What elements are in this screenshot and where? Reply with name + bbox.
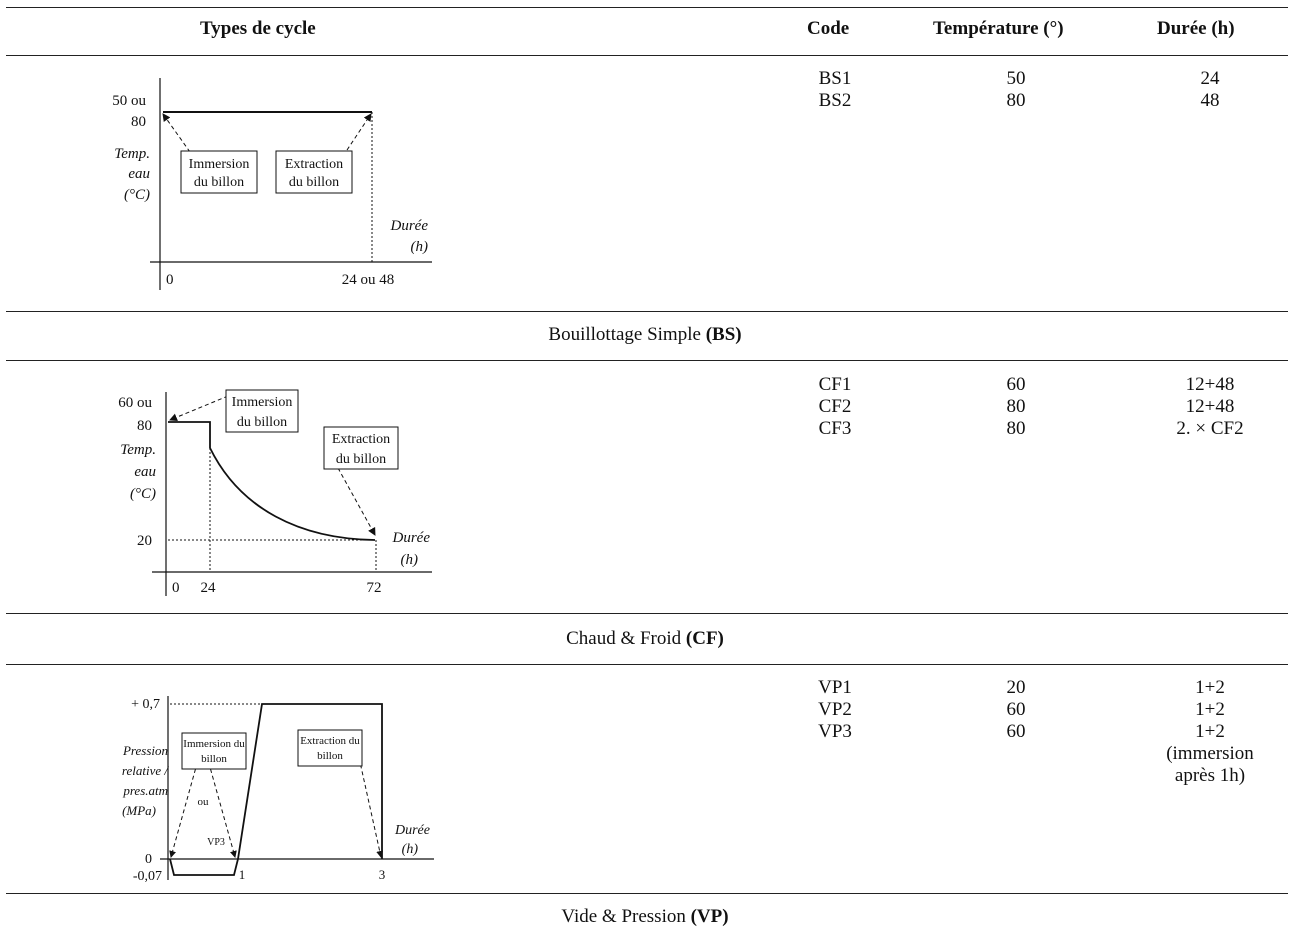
section-caption-bs: Bouillottage Simple (BS) <box>548 324 742 345</box>
duree-value: 24 <box>1200 68 1220 89</box>
duree-cell: 12+48 12+48 2. × CF2 <box>1150 374 1270 440</box>
temp-value: 80 <box>1006 90 1026 111</box>
x-axis-label: Durée <box>394 823 430 838</box>
y-axis-label: relative / <box>122 763 169 778</box>
y-top-label: + 0,7 <box>131 697 160 712</box>
immersion-box-label: du billon <box>194 175 244 190</box>
x-tick-label: 24 ou 48 <box>342 272 395 288</box>
temp-value: 20 <box>1006 677 1026 698</box>
extraction-box-label: Extraction <box>285 157 343 172</box>
y-axis-label: (MPa) <box>122 803 156 818</box>
section-rule <box>6 893 1288 894</box>
header-types: Types de cycle <box>200 18 316 39</box>
code-cell: CF1 CF2 CF3 <box>795 374 875 440</box>
vp-cycle-diagram: Immersion du billon Extraction du billon… <box>122 696 434 884</box>
temp-value: 60 <box>1006 721 1026 742</box>
temp-value: 50 <box>1006 68 1026 89</box>
header-code: Code <box>807 18 850 39</box>
bs-cycle-diagram: Immersion du billon Extraction du billon… <box>112 78 432 290</box>
x-axis-label: Durée <box>392 530 431 546</box>
temp-cell: 50 80 <box>976 68 1056 112</box>
x-tick-label: 0 <box>166 272 174 288</box>
duree-note: après 1h) <box>1174 765 1246 786</box>
y-neg-label: -0,07 <box>133 869 162 884</box>
y-low-label: 20 <box>137 533 152 549</box>
duree-value: 48 <box>1200 90 1220 111</box>
duree-value: 2. × CF2 <box>1176 418 1244 439</box>
immersion-box-label: billon <box>201 753 227 765</box>
header-rule <box>6 55 1288 56</box>
x-tick-label: 24 <box>201 580 217 596</box>
code-cell: BS1 BS2 <box>795 68 875 112</box>
top-rule <box>6 7 1288 8</box>
y-top-label: 80 <box>131 114 146 130</box>
ou-label: ou <box>198 796 210 808</box>
y-axis-label: pres.atm <box>122 783 168 798</box>
code-value: CF2 <box>818 396 852 417</box>
extraction-box-label: Extraction <box>332 432 390 447</box>
temp-value: 80 <box>1006 418 1026 439</box>
y-top-label: 80 <box>137 418 152 434</box>
duree-value: 1+2 <box>1195 677 1225 698</box>
extraction-box-label: du billon <box>289 175 339 190</box>
duree-value: 1+2 <box>1195 721 1225 742</box>
temp-cell: 20 60 60 <box>976 677 1056 743</box>
x-tick-label: 0 <box>172 580 180 596</box>
immersion-box-label: du billon <box>237 415 287 430</box>
y-top-label: 50 ou <box>112 93 146 109</box>
code-cell: VP1 VP2 VP3 <box>795 677 875 743</box>
y-axis-label: eau <box>134 464 156 480</box>
temp-cell: 60 80 80 <box>976 374 1056 440</box>
x-tick-label: 72 <box>367 580 382 596</box>
y-zero-label: 0 <box>145 852 152 867</box>
immersion-box-label: Immersion <box>189 157 250 172</box>
y-axis-label: Temp. <box>120 442 156 458</box>
section-caption-vp: Vide & Pression (VP) <box>561 906 729 927</box>
vp3-label: VP3 <box>207 837 225 848</box>
section-rule <box>6 613 1288 614</box>
x-tick-label: 3 <box>379 867 386 882</box>
temp-value: 60 <box>1006 699 1026 720</box>
cf-cycle-diagram: Immersion du billon Extraction du billon… <box>118 389 432 596</box>
code-value: CF3 <box>818 418 852 439</box>
immersion-box-label: Immersion <box>232 395 293 410</box>
code-value: CF1 <box>818 374 852 395</box>
y-axis-label: Pression <box>122 743 168 758</box>
x-axis-label: (h) <box>401 552 419 568</box>
y-axis-label: (°C) <box>124 187 150 203</box>
y-axis-label: (°C) <box>130 486 156 502</box>
immersion-box-label: Immersion du <box>183 738 245 750</box>
duree-value: 12+48 <box>1185 374 1235 395</box>
temp-value: 60 <box>1006 374 1026 395</box>
x-axis-label: Durée <box>390 218 429 234</box>
x-tick-label: 1 <box>239 867 246 882</box>
code-value: BS2 <box>818 90 852 111</box>
header-temperature: Température (°) <box>933 18 1064 39</box>
section-rule <box>6 664 1288 665</box>
duree-note: (immersion <box>1166 743 1254 764</box>
duree-value: 1+2 <box>1195 699 1225 720</box>
section-caption-cf: Chaud & Froid (CF) <box>566 628 724 649</box>
extraction-box-label: du billon <box>336 452 386 467</box>
code-value: BS1 <box>818 68 852 89</box>
x-axis-label: (h) <box>402 842 419 857</box>
code-value: VP2 <box>818 699 852 720</box>
x-axis-label: (h) <box>411 239 429 255</box>
duree-cell: 24 48 <box>1160 68 1260 112</box>
extraction-box-label: billon <box>317 750 343 762</box>
y-top-label: 60 ou <box>118 395 152 411</box>
duree-cell: 1+2 1+2 1+2 (immersion après 1h) <box>1140 677 1280 787</box>
temp-value: 80 <box>1006 396 1026 417</box>
duree-value: 12+48 <box>1185 396 1235 417</box>
extraction-box-label: Extraction du <box>300 735 360 747</box>
section-rule <box>6 311 1288 312</box>
header-duree: Durée (h) <box>1157 18 1235 39</box>
code-value: VP3 <box>818 721 852 742</box>
code-value: VP1 <box>818 677 852 698</box>
y-axis-label: Temp. <box>114 146 150 162</box>
y-axis-label: eau <box>128 166 150 182</box>
section-rule <box>6 360 1288 361</box>
